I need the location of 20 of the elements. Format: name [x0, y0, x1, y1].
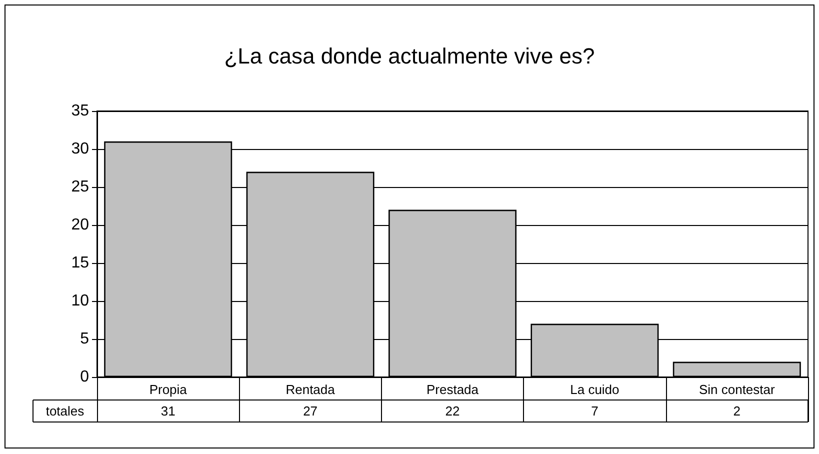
- y-tick-label: 10: [71, 292, 90, 310]
- y-tick-label: 25: [71, 178, 90, 196]
- data-label: 31: [160, 404, 176, 418]
- y-tick-label: 35: [71, 102, 90, 120]
- y-tick-label: 5: [80, 330, 90, 348]
- x-tick-label: Propia: [149, 382, 188, 397]
- x-tick-label: Rentada: [286, 382, 336, 397]
- legend-label: totales: [46, 404, 85, 418]
- x-tick-label: Sin contestar: [698, 382, 776, 397]
- data-label: 27: [303, 404, 318, 418]
- x-tick-label: Prestada: [426, 382, 480, 397]
- x-tick-label: La cuido: [570, 382, 620, 397]
- y-tick-label: 20: [71, 216, 90, 234]
- chart-title: ¿La casa donde actualmente vive es?: [224, 44, 595, 68]
- data-label: 2: [733, 404, 741, 418]
- y-tick-label: 15: [71, 254, 90, 272]
- y-tick-label: 30: [71, 140, 90, 158]
- data-label: 22: [445, 404, 460, 418]
- y-tick-label: 0: [80, 368, 90, 386]
- data-label: 7: [591, 404, 598, 418]
